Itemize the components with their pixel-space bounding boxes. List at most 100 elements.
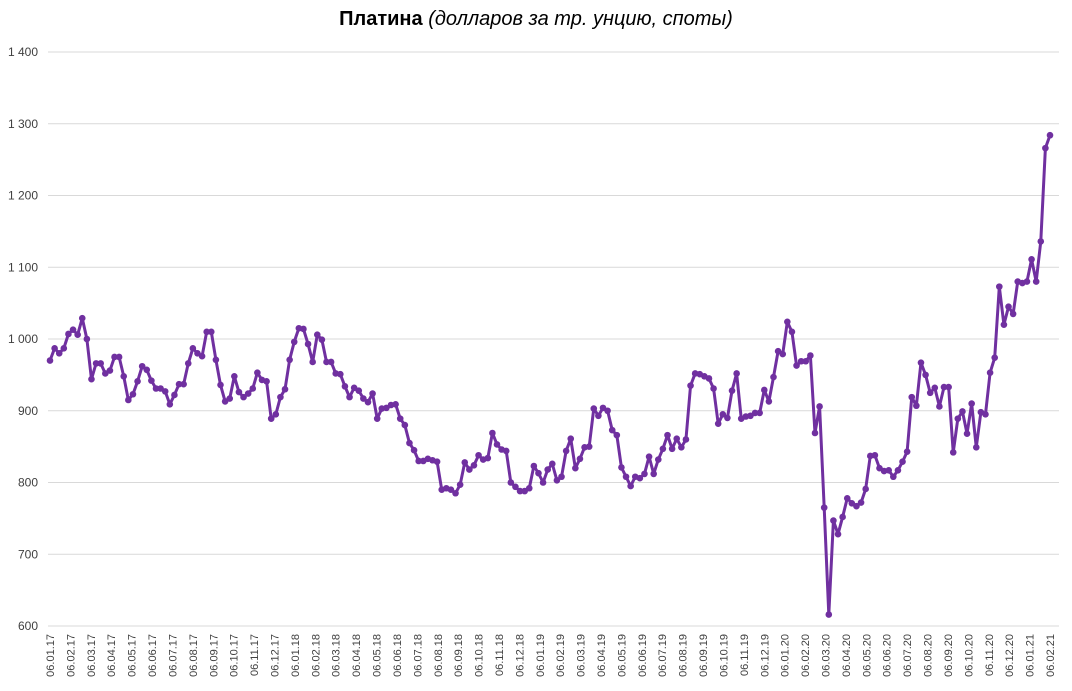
x-axis-tick-labels: 06.01.17 06.02.17 06.03.17 06.04.17 06.05.17… [45, 634, 1057, 677]
data-point [323, 358, 330, 366]
data-point [733, 370, 740, 377]
x-tick-label: 06.02.17 [65, 634, 77, 677]
data-point [134, 378, 141, 385]
data-point [189, 345, 197, 352]
data-point [530, 462, 538, 470]
data-point [871, 451, 879, 459]
data-point [452, 489, 459, 497]
y-tick-label: 600 [18, 619, 38, 633]
data-point [668, 445, 676, 453]
data-point [369, 390, 376, 397]
data-point [240, 393, 247, 401]
x-tick-label: 06.10.17 [229, 634, 241, 677]
data-point [627, 482, 634, 490]
y-tick-label: 1 300 [8, 117, 38, 131]
x-tick-label: 06.08.20 [923, 634, 935, 677]
data-point [254, 369, 261, 377]
y-tick-label: 1 400 [8, 45, 38, 59]
data-point [595, 412, 602, 420]
data-point [572, 464, 579, 472]
data-point [447, 486, 455, 493]
data-point [608, 426, 616, 434]
data-point [171, 391, 178, 399]
data-point [226, 395, 234, 402]
data-point [489, 429, 496, 437]
x-tick-label: 06.07.20 [902, 634, 914, 677]
data-point [549, 460, 556, 468]
x-tick-label: 06.01.19 [535, 634, 547, 677]
x-tick-label: 06.03.19 [576, 634, 588, 677]
data-point [364, 398, 372, 406]
x-tick-label: 06.06.17 [147, 634, 159, 677]
x-tick-label: 06.03.18 [331, 634, 343, 677]
x-tick-label: 06.12.20 [1004, 634, 1016, 677]
data-point [613, 431, 621, 439]
data-point [475, 451, 482, 459]
x-tick-label: 06.05.17 [127, 634, 139, 677]
data-point [622, 473, 630, 481]
data-point [982, 411, 989, 418]
data-point [972, 444, 980, 451]
data-point [355, 387, 363, 394]
data-point [673, 435, 681, 443]
data-point [770, 373, 777, 381]
data-point [682, 436, 690, 443]
data-point [300, 325, 307, 333]
x-tick-label: 06.08.19 [678, 634, 690, 677]
data-point [175, 380, 183, 388]
y-tick-label: 1 200 [8, 189, 38, 203]
data-point [161, 388, 169, 395]
x-tick-label: 06.06.18 [392, 634, 404, 677]
data-point [97, 360, 104, 367]
data-point [184, 360, 192, 367]
data-point [493, 441, 501, 448]
data-point [991, 354, 998, 361]
x-tick-label: 06.09.19 [698, 634, 710, 677]
x-tick-label: 06.04.19 [596, 634, 608, 677]
data-point [166, 400, 174, 408]
data-point [392, 400, 399, 408]
x-tick-label: 06.03.17 [86, 634, 98, 677]
data-point [862, 485, 869, 493]
chart-title-main: Платина [339, 8, 423, 30]
x-tick-label: 06.11.18 [494, 634, 506, 676]
data-point [1037, 238, 1045, 245]
y-axis-tick-labels: 600 700 800 900 1 000 1 100 1 200 1 300 1 400 [8, 45, 38, 633]
data-point [143, 366, 151, 374]
data-point [83, 335, 91, 343]
data-point [1000, 321, 1008, 328]
data-point [931, 384, 939, 392]
data-point [360, 395, 367, 402]
x-tick-label: 06.08.18 [433, 634, 445, 677]
x-tick-label: 06.11.17 [249, 634, 261, 676]
y-tick-label: 800 [18, 476, 38, 490]
data-point [180, 380, 187, 388]
data-point [341, 383, 349, 390]
data-point [645, 453, 653, 460]
data-point [309, 358, 316, 366]
x-tick-label: 06.09.20 [943, 634, 955, 677]
data-point [346, 393, 353, 401]
x-tick-label: 06.07.18 [412, 634, 424, 677]
x-tick-label: 06.08.17 [188, 634, 200, 677]
x-tick-label: 06.10.19 [719, 634, 731, 677]
data-point [55, 350, 63, 357]
x-tick-label: 06.05.20 [861, 634, 873, 677]
data-point [986, 369, 994, 377]
x-tick-label: 06.10.20 [963, 634, 975, 677]
chart-title: Платина (долларов за тр. унцию, споты) [0, 8, 1072, 31]
data-point [788, 328, 796, 336]
data-point [903, 448, 911, 455]
data-point [890, 473, 897, 481]
x-tick-label: 06.02.21 [1045, 634, 1057, 677]
data-point [558, 473, 565, 481]
data-point [756, 409, 763, 417]
data-point [152, 385, 160, 392]
data-point [678, 444, 685, 451]
data-point [244, 390, 252, 397]
data-point [664, 431, 671, 439]
data-point [913, 402, 920, 410]
x-tick-label: 06.12.17 [270, 634, 282, 677]
data-point [765, 398, 773, 405]
data-point [318, 336, 326, 344]
